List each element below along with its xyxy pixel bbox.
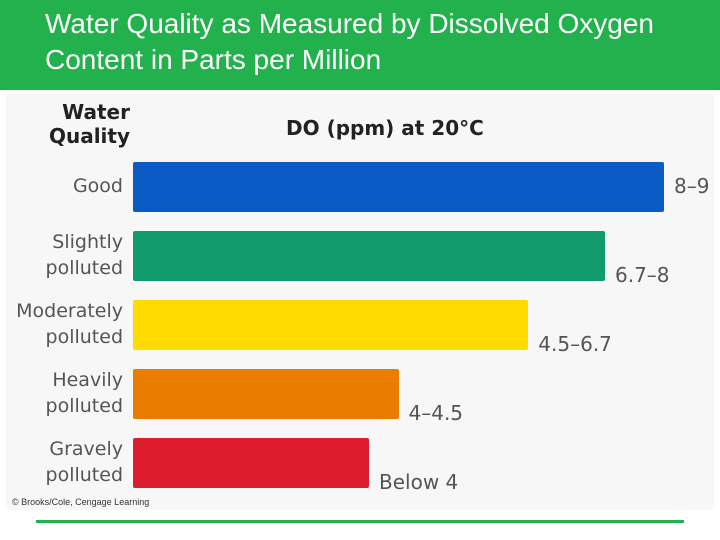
value-label: Below 4 [379, 470, 459, 494]
category-axis-title: Water Quality [48, 100, 130, 148]
category-label: Good [72, 175, 123, 197]
bar [133, 162, 664, 212]
value-label: 8–9 [674, 174, 710, 198]
bar [133, 300, 529, 350]
category-label: Gravely polluted [45, 438, 123, 486]
bar [133, 438, 369, 488]
value-label: 4–4.5 [408, 401, 464, 425]
value-label: 4.5–6.7 [538, 332, 612, 356]
bar [133, 231, 605, 281]
slide-title: Water Quality as Measured by Dissolved O… [45, 8, 654, 75]
category-label: Slightly polluted [45, 231, 123, 279]
value-axis-title: DO (ppm) at 20°C [286, 116, 484, 140]
value-label: 6.7–8 [615, 263, 670, 287]
bar [133, 369, 399, 419]
title-bar: Water Quality as Measured by Dissolved O… [0, 0, 720, 90]
bottom-rule [36, 520, 684, 523]
category-label: Moderately polluted [16, 300, 123, 348]
category-label: Heavily polluted [45, 369, 123, 417]
copyright-credit: © Brooks/Cole, Cengage Learning [12, 497, 150, 507]
